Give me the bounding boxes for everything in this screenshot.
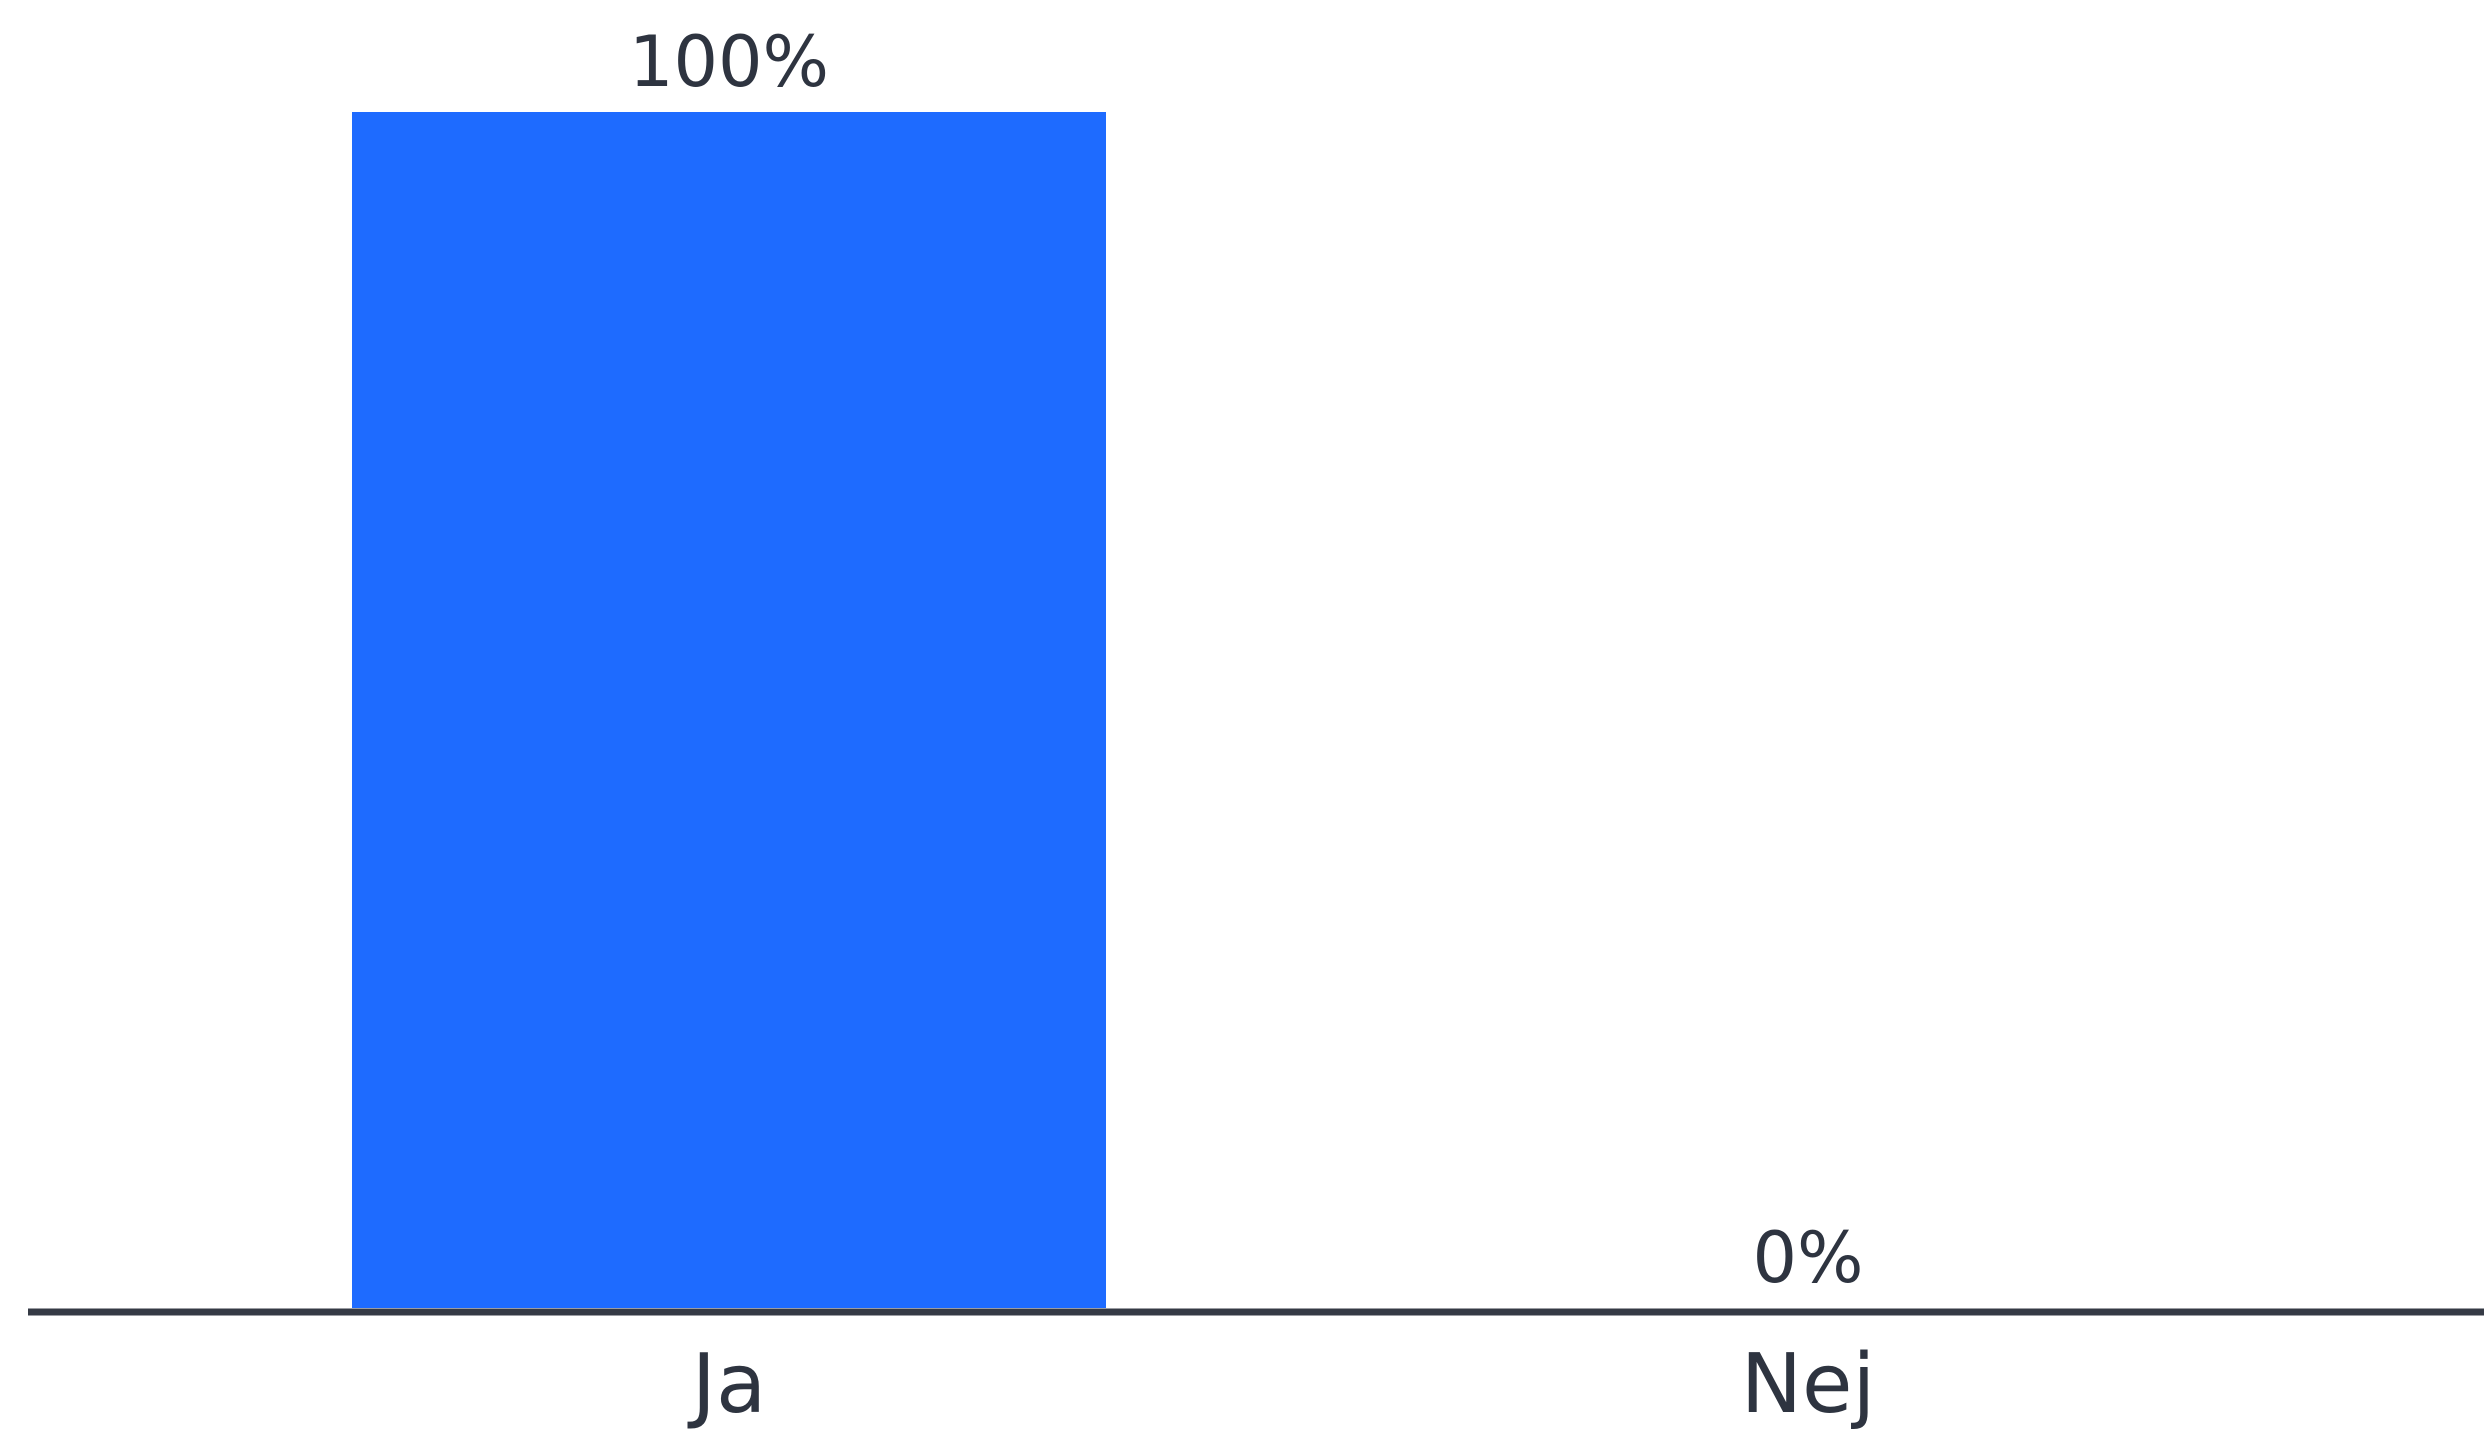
data-label-nej: 0% [1752, 1217, 1863, 1299]
labels-group: 100% Ja 0% Nej [629, 21, 1875, 1432]
bar-ja [352, 112, 1106, 1308]
data-label-ja: 100% [629, 21, 829, 103]
x-tick-label-nej: Nej [1741, 1337, 1876, 1432]
bars-group [352, 112, 1106, 1308]
x-tick-label-ja: Ja [687, 1337, 766, 1432]
